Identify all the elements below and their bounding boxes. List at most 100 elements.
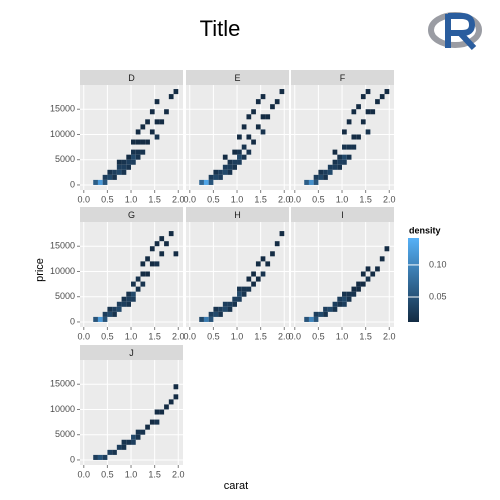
density-cell <box>222 301 228 307</box>
density-cell <box>154 241 160 247</box>
density-cell <box>356 281 361 287</box>
x-tick-label: 1.5 <box>254 194 267 204</box>
density-cell <box>218 174 223 180</box>
density-cell <box>323 306 328 312</box>
y-tick-label: 10000 <box>50 404 75 414</box>
y-tick-label: 0 <box>70 454 75 464</box>
strip <box>186 70 289 85</box>
density-cell <box>97 454 103 460</box>
density-cell <box>274 99 280 105</box>
y-tick-label: 10000 <box>50 266 75 276</box>
strip-label: H <box>234 210 241 220</box>
density-cell <box>199 316 204 322</box>
x-tick-label: 1.5 <box>359 194 372 204</box>
density-cell <box>313 174 319 180</box>
density-cell <box>304 179 309 185</box>
y-tick-label: 10000 <box>50 129 75 139</box>
x-tick-label: 0.5 <box>312 331 325 341</box>
density-cell <box>270 251 275 257</box>
x-axis-label: carat <box>224 480 248 492</box>
density-cell <box>116 164 122 170</box>
density-cell <box>356 134 361 140</box>
density-cell <box>93 316 98 322</box>
density-cell <box>135 434 141 440</box>
density-cell <box>260 114 266 120</box>
x-tick-label: 1.0 <box>125 194 138 204</box>
density-cell <box>356 104 361 110</box>
density-cell <box>227 306 233 312</box>
density-cell <box>208 311 214 317</box>
x-tick-label: 2.0 <box>278 194 291 204</box>
density-cell <box>304 316 309 322</box>
density-cell <box>365 276 371 282</box>
density-cell <box>342 296 347 302</box>
density-cell <box>351 286 357 292</box>
density-cell <box>246 276 252 282</box>
density-cell <box>135 429 141 435</box>
density-cell <box>232 164 238 170</box>
strip-label: I <box>341 210 344 220</box>
density-cell <box>351 109 357 115</box>
x-tick-label: 0.5 <box>101 331 114 341</box>
density-cell <box>126 296 132 302</box>
density-cell <box>126 301 132 307</box>
x-tick-label: 2.0 <box>172 194 185 204</box>
density-cell <box>140 124 146 130</box>
density-cell <box>246 149 252 155</box>
density-cell <box>121 169 127 175</box>
y-axis-label: price <box>34 258 46 282</box>
density-cell <box>351 291 357 297</box>
density-cell <box>237 134 242 140</box>
density-cell <box>232 296 238 302</box>
density-cell <box>384 89 390 95</box>
density-cell <box>107 306 113 312</box>
x-tick-label: 2.0 <box>172 331 185 341</box>
density-cell <box>313 179 319 185</box>
density-cell <box>274 241 280 247</box>
density-cell <box>126 159 132 165</box>
density-cell <box>241 124 247 130</box>
chart-title: Title <box>200 16 241 41</box>
density-cell <box>237 159 242 165</box>
density-cell <box>93 179 98 185</box>
density-cell <box>208 179 214 185</box>
density-cell <box>102 454 108 460</box>
density-cell <box>168 231 174 237</box>
density-cell <box>102 174 108 180</box>
density-cell <box>332 301 338 307</box>
density-cell <box>318 311 324 317</box>
x-tick-label: 1.0 <box>336 194 349 204</box>
y-tick-label: 0 <box>70 316 75 326</box>
density-cell <box>318 174 324 180</box>
density-cell <box>131 139 136 145</box>
density-cell <box>159 409 165 415</box>
x-tick-label: 1.5 <box>148 194 161 204</box>
density-cell <box>227 164 233 170</box>
y-tick-label: 15000 <box>50 379 75 389</box>
x-tick-label: 1.0 <box>231 194 244 204</box>
density-cell <box>360 271 366 277</box>
density-cell <box>232 149 238 155</box>
density-cell <box>346 119 352 125</box>
density-cell <box>222 164 228 170</box>
density-cell <box>241 286 247 292</box>
density-cell <box>337 164 343 170</box>
density-cell <box>342 159 347 165</box>
density-cell <box>121 444 127 450</box>
legend-tick-label: 0.05 <box>429 291 447 301</box>
density-cell <box>342 154 347 160</box>
density-cell <box>260 129 266 135</box>
strip-label: F <box>340 73 346 83</box>
density-cell <box>159 251 165 257</box>
density-cell <box>116 159 122 165</box>
strip-label: J <box>129 348 134 358</box>
density-cell <box>213 306 219 312</box>
density-cell <box>218 169 223 175</box>
density-cell <box>308 316 314 322</box>
density-cell <box>255 261 261 267</box>
density-cell <box>327 306 333 312</box>
density-cell <box>255 124 261 130</box>
density-cell <box>279 89 285 95</box>
density-cell <box>251 109 256 115</box>
density-cell <box>241 144 247 150</box>
